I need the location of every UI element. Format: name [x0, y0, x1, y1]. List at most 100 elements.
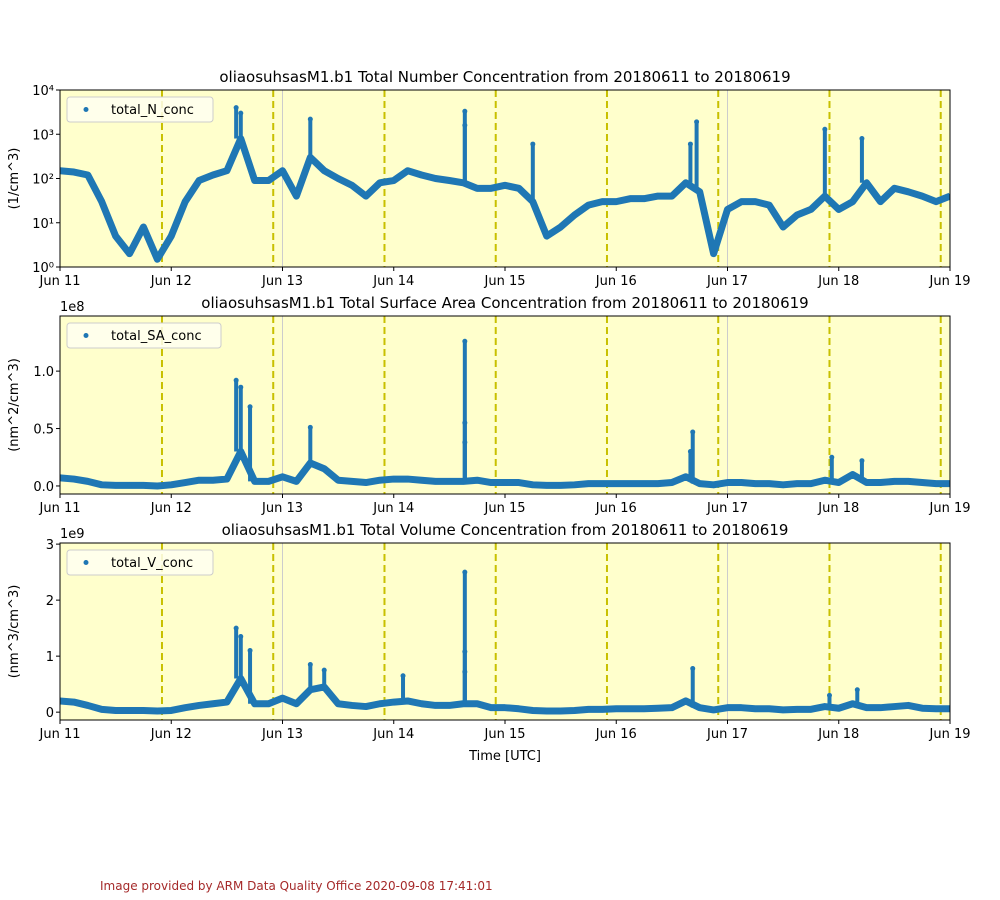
data-point: [405, 698, 411, 704]
data-point: [627, 706, 633, 712]
chart-panel-2: Jun 11 Jun 12 Jun 13 Jun 14 Jun 15 Jun 16 Jun …: [7, 294, 971, 516]
data-point: [210, 172, 216, 178]
x-tick-label: Jun 15: [484, 501, 526, 516]
data-point: [752, 199, 758, 205]
data-point: [572, 482, 578, 488]
legend-marker: [83, 107, 89, 112]
data-point: [516, 185, 522, 191]
data-point: [725, 206, 730, 212]
data-point: [462, 420, 468, 426]
data-point: [266, 701, 272, 707]
y-offset-label: 1e9: [60, 527, 85, 542]
y-tick-label: 0.0: [33, 480, 54, 495]
data-point: [613, 481, 619, 487]
data-point: [377, 701, 383, 707]
data-point: [391, 476, 397, 482]
data-point: [530, 707, 536, 713]
data-point: [859, 458, 865, 464]
data-point: [224, 168, 230, 174]
data-point: [822, 477, 828, 483]
data-point: [210, 477, 216, 483]
data-point: [766, 706, 772, 712]
data-point: [502, 182, 508, 188]
y-tick-label: 10²: [32, 173, 54, 188]
data-point: [127, 482, 133, 488]
data-point: [933, 481, 939, 487]
data-point: [641, 196, 647, 202]
data-point: [168, 707, 174, 713]
y-axis-label: (1/cm^3): [7, 148, 22, 210]
data-point: [905, 702, 911, 708]
data-point: [196, 178, 202, 184]
data-point: [766, 481, 772, 487]
data-point: [585, 202, 591, 208]
data-point: [400, 673, 406, 679]
data-point: [113, 707, 119, 713]
x-tick-label: Jun 11: [39, 274, 81, 289]
data-point: [655, 193, 661, 199]
y-tick-label: 0: [46, 706, 54, 721]
data-point: [127, 251, 133, 257]
data-point: [725, 705, 730, 711]
data-point: [321, 466, 327, 472]
data-point: [293, 478, 299, 484]
data-point: [363, 480, 369, 486]
y-tick-label: 3: [46, 538, 54, 553]
data-point: [905, 478, 911, 484]
data-point: [266, 478, 272, 484]
data-point: [850, 701, 856, 707]
x-tick-label: Jun 18: [817, 501, 859, 516]
data-point: [419, 172, 425, 178]
data-point: [864, 480, 870, 486]
data-point: [71, 169, 77, 175]
data-point: [891, 704, 897, 710]
x-tick-label: Jun 19: [929, 501, 971, 516]
data-point: [711, 251, 717, 257]
data-point: [127, 707, 133, 713]
x-axis-label: Time [UTC]: [468, 749, 541, 764]
y-tick-label: 10³: [32, 128, 54, 143]
data-point: [780, 482, 786, 488]
data-point: [247, 404, 253, 410]
data-point: [182, 705, 188, 711]
x-tick-label: Jun 12: [150, 501, 192, 516]
data-point: [196, 702, 202, 708]
data-points: [60, 338, 950, 490]
data-point: [280, 695, 285, 701]
x-tick-label: Jun 15: [484, 274, 526, 289]
legend-box: [66, 549, 214, 576]
y-tick-label: 10¹: [32, 217, 54, 232]
data-point: [335, 477, 341, 483]
chart-panel-1: Jun 11 Jun 12 Jun 13 Jun 14 Jun 15 Jun 16 Jun …: [7, 68, 971, 289]
data-point: [488, 705, 494, 711]
data-point: [71, 699, 77, 705]
data-point: [530, 482, 536, 488]
y-tick-label: 2: [46, 594, 54, 609]
data-point: [280, 474, 285, 480]
data-point: [140, 482, 146, 488]
data-point: [99, 706, 105, 712]
data-point: [307, 116, 313, 122]
data-point: [794, 706, 800, 712]
legend-marker: [83, 333, 89, 338]
data-point: [683, 474, 689, 480]
data-point: [233, 377, 239, 383]
data-point: [446, 702, 452, 708]
data-points: [60, 569, 950, 715]
data-point: [687, 449, 693, 455]
data-point: [738, 199, 744, 205]
x-tick-label: Jun 14: [372, 501, 414, 516]
x-tick-label: Jun 17: [706, 727, 748, 742]
data-point: [530, 141, 536, 147]
y-offset-label: 1e8: [60, 300, 85, 315]
data-point: [808, 481, 814, 487]
data-point: [572, 212, 578, 218]
data-point: [836, 705, 842, 711]
data-point: [60, 698, 63, 704]
data-point: [349, 182, 355, 188]
data-point: [822, 704, 828, 710]
data-point: [224, 699, 230, 705]
data-point: [572, 707, 578, 713]
data-point: [224, 476, 230, 482]
data-point: [252, 701, 258, 707]
